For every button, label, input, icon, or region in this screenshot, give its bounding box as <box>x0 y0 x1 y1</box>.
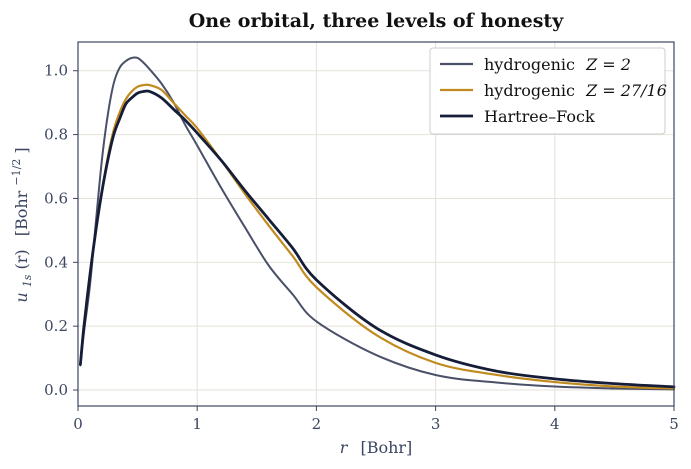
series-lines <box>78 56 676 391</box>
y-tick-label-1: 0.2 <box>44 317 68 335</box>
x-tick-label-1: 1 <box>192 415 202 433</box>
legend: hydrogenic Z = 2 hydrogenic Z = 27/16 Ha… <box>429 47 667 135</box>
x-axis-label: r [Bohr] <box>340 438 413 457</box>
y-tick-label-3: 0.6 <box>44 189 68 207</box>
y-axis: 0.0 0.2 0.4 0.6 0.8 1.0 <box>44 62 78 399</box>
y-tick-label-0: 0.0 <box>44 381 68 399</box>
y-tick-label-5: 1.0 <box>44 62 68 80</box>
legend-entry-hartree-fock: Hartree–Fock <box>484 107 595 126</box>
x-axis-variable: r <box>340 438 349 457</box>
grid <box>77 42 675 406</box>
y-axis-argument: (r) <box>12 249 31 269</box>
legend-label-hartree-fock: Hartree–Fock <box>484 107 595 126</box>
x-tick-label-2: 2 <box>312 415 322 433</box>
chart-title: One orbital, three levels of honesty <box>189 10 564 32</box>
series-line-hartree-fock <box>78 89 676 389</box>
legend-entry-z2: hydrogenic Z = 2 <box>484 55 631 74</box>
legend-label-z2: hydrogenic <box>484 55 575 74</box>
x-tick-label-4: 4 <box>550 415 560 433</box>
y-axis-unit-exponent: −1/2 <box>10 159 23 186</box>
y-tick-label-4: 0.8 <box>44 126 68 144</box>
y-axis-subscript: 1s <box>21 274 34 287</box>
x-axis-unit: [Bohr] <box>360 438 412 457</box>
x-tick-label-3: 3 <box>431 415 441 433</box>
legend-label-z27-16: hydrogenic <box>484 81 575 100</box>
y-axis-variable: u <box>12 292 31 302</box>
legend-math-z2: Z = 2 <box>585 55 631 74</box>
y-axis-unit: [Bohr <box>12 190 31 236</box>
legend-box <box>429 47 666 135</box>
y-axis-unit-close: ] <box>12 147 31 153</box>
legend-entry-z27-16: hydrogenic Z = 27/16 <box>484 81 667 100</box>
legend-math-z27-16: Z = 27/16 <box>585 81 667 100</box>
y-axis-label: u 1s (r) [Bohr −1/2 ] <box>5 147 35 302</box>
x-tick-label-5: 5 <box>669 415 679 433</box>
plot-frame <box>77 41 675 407</box>
series-line-hydrogenic-z2 <box>79 56 675 391</box>
y-tick-label-2: 0.4 <box>44 253 68 271</box>
x-axis: 0 1 2 3 4 5 <box>73 406 679 433</box>
x-tick-label-0: 0 <box>73 415 83 433</box>
